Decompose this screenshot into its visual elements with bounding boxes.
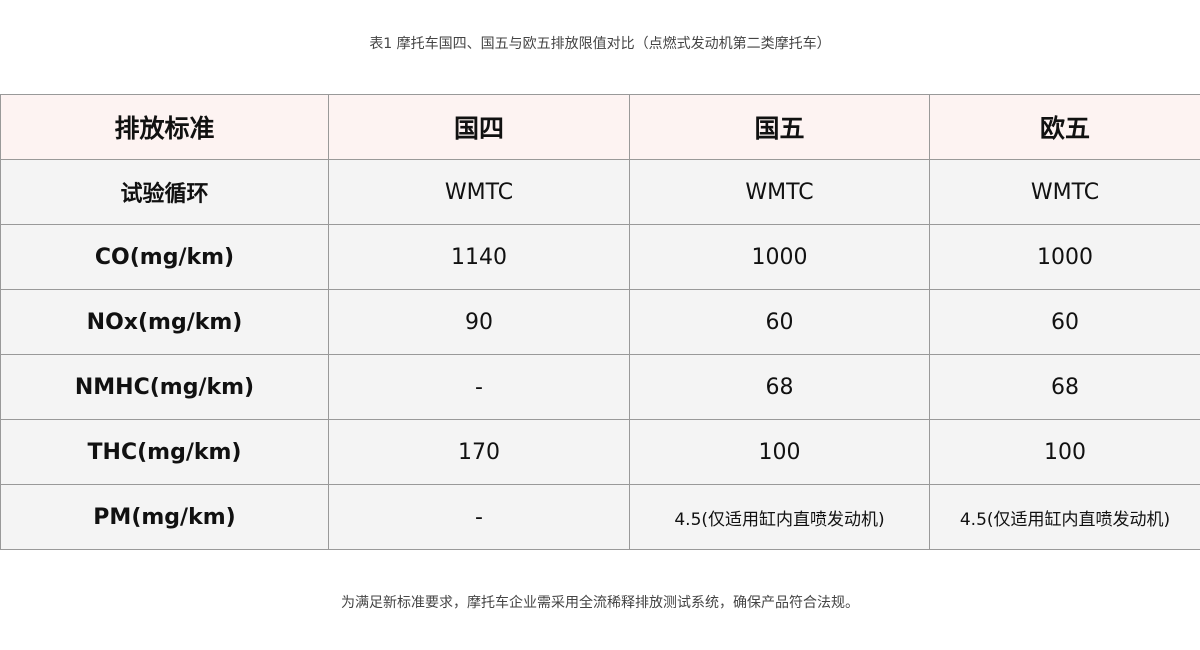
table-cell: WMTC [929,159,1200,225]
table-cell: 4.5(仅适用缸内直喷发动机) [629,484,930,550]
table-cell: 60 [629,289,930,355]
table-caption: 表1 摩托车国四、国五与欧五排放限值对比（点燃式发动机第二类摩托车） [369,36,831,52]
header-standard: 排放标准 [0,94,329,160]
table-row: PM(mg/km) -4.5(仅适用缸内直喷发动机) 4.5(仅适用缸内直喷发动机) [0,484,1200,550]
header-china5: 国五 [629,94,930,160]
table-cell: - [328,354,630,420]
table-cell: 1000 [629,224,930,290]
row-label: PM(mg/km) [0,484,329,550]
table-cell: 1000 [929,224,1200,290]
table-cell: 170 [328,419,630,485]
table-row: CO(mg/km) 1140 1000 1000 [0,224,1200,290]
table-row: THC(mg/km) 170 100 100 [0,419,1200,485]
table-row: NOx(mg/km) 90 60 60 [0,289,1200,355]
table-header-row: 排放标准 国四 国五 欧五 [0,94,1200,160]
emission-limits-table: 排放标准 国四 国五 欧五 试验循环 WMTC WMTC WMTC CO(mg/km) 1… [0,94,1200,550]
row-label: 试验循环 [0,159,329,225]
table-row: NMHC(mg/km) -68 68 [0,354,1200,420]
row-label: CO(mg/km) [0,224,329,290]
table-cell: 68 [629,354,930,420]
table-cell: WMTC [629,159,930,225]
row-label: THC(mg/km) [0,419,329,485]
row-label: NMHC(mg/km) [0,354,329,420]
table-cell: 90 [328,289,630,355]
table-cell: 100 [929,419,1200,485]
header-euro5: 欧五 [929,94,1200,160]
table-cell: 68 [929,354,1200,420]
header-china4: 国四 [328,94,630,160]
table-cell: 100 [629,419,930,485]
table-cell: 4.5(仅适用缸内直喷发动机) [929,484,1200,550]
table-cell: WMTC [328,159,630,225]
row-label: NOx(mg/km) [0,289,329,355]
table-cell: - [328,484,630,550]
table-cell: 60 [929,289,1200,355]
table-row: 试验循环 WMTC WMTC WMTC [0,159,1200,225]
table-cell: 1140 [328,224,630,290]
footnote: 为满足新标准要求，摩托车企业需采用全流稀释排放测试系统，确保产品符合法规。 [341,595,859,611]
